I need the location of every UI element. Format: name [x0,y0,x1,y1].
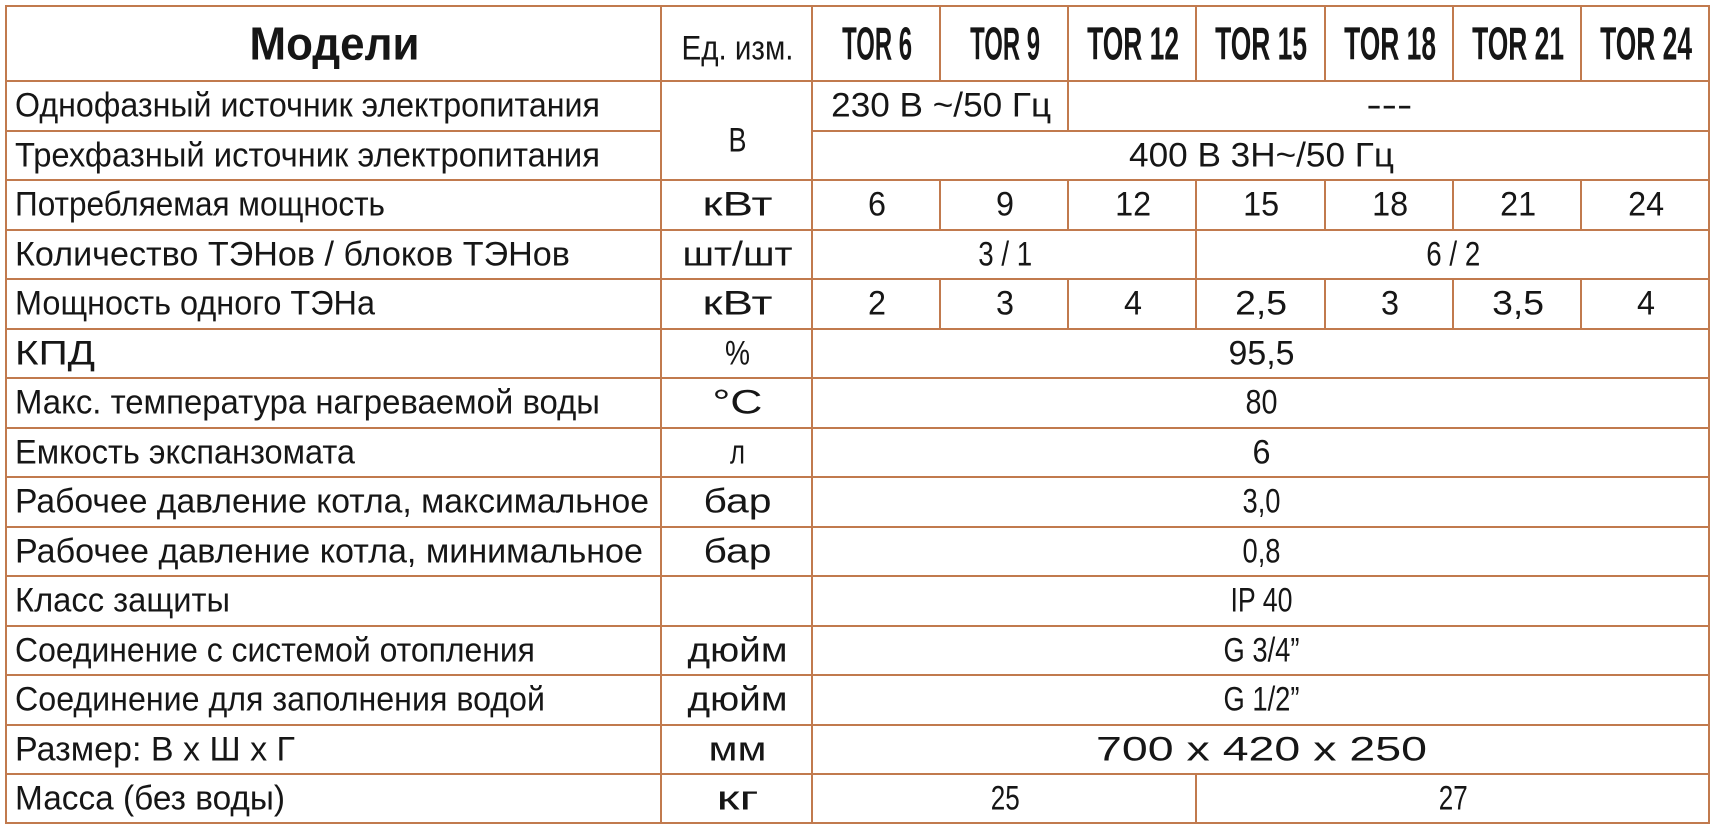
svg-text:Количество ТЭНов / блоков ТЭНо: Количество ТЭНов / блоков ТЭНов [15,235,570,273]
svg-text:3,5: 3,5 [1492,285,1544,323]
svg-text:27: 27 [1439,780,1468,818]
svg-text:°C: °C [713,384,763,422]
svg-text:бар: бар [704,483,772,521]
svg-text:18: 18 [1372,186,1408,224]
svg-text:Масса (без воды): Масса (без воды) [15,780,285,818]
svg-text:%: % [725,334,750,372]
svg-text:9: 9 [996,186,1014,224]
svg-text:6 / 2: 6 / 2 [1427,235,1481,273]
svg-text:TOR 18: TOR 18 [1344,18,1436,70]
svg-text:TOR 21: TOR 21 [1472,18,1564,70]
svg-text:230 В ~/50 Гц: 230 В ~/50 Гц [831,87,1051,125]
svg-text:Модели: Модели [250,18,420,70]
svg-text:6: 6 [1253,433,1271,471]
svg-text:2: 2 [868,285,886,323]
svg-text:TOR 15: TOR 15 [1215,18,1307,70]
svg-text:3: 3 [996,285,1014,323]
svg-text:15: 15 [1243,186,1279,224]
svg-text:IP 40: IP 40 [1231,582,1293,620]
svg-text:КПД: КПД [15,334,95,372]
svg-text:---: --- [1367,87,1413,125]
svg-text:TOR 24: TOR 24 [1600,18,1692,70]
svg-text:3,0: 3,0 [1243,483,1281,521]
svg-text:6: 6 [868,186,886,224]
svg-text:кВт: кВт [703,285,773,323]
svg-text:Соединение для заполнения водо: Соединение для заполнения водой [15,681,545,719]
svg-text:Рабочее давление котла, максим: Рабочее давление котла, максимальное [15,483,649,521]
svg-text:21: 21 [1500,186,1536,224]
svg-text:25: 25 [991,780,1020,818]
svg-text:G 3/4”: G 3/4” [1224,631,1300,669]
svg-text:Трехфазный источник электропит: Трехфазный источник электропитания [15,136,600,174]
svg-text:4: 4 [1637,285,1655,323]
svg-text:2,5: 2,5 [1235,285,1287,323]
svg-text:Класс защиты: Класс защиты [15,582,230,620]
svg-text:3: 3 [1381,285,1399,323]
svg-text:TOR 6: TOR 6 [842,18,912,70]
svg-text:TOR 9: TOR 9 [970,18,1040,70]
svg-text:Размер: В х Ш х Г: Размер: В х Ш х Г [15,730,295,768]
svg-text:700 x 420 x 250: 700 x 420 x 250 [1096,730,1427,768]
svg-text:шт/шт: шт/шт [683,235,793,273]
svg-text:мм: мм [709,730,767,768]
svg-text:24: 24 [1628,186,1664,224]
svg-text:дюйм: дюйм [688,681,788,719]
svg-text:кг: кг [717,780,759,818]
svg-text:G 1/2”: G 1/2” [1224,681,1300,719]
svg-text:3 / 1: 3 / 1 [978,235,1032,273]
svg-text:л: л [730,433,745,471]
svg-text:Макс. температура нагреваемой: Макс. температура нагреваемой воды [15,384,600,422]
svg-text:4: 4 [1124,285,1142,323]
svg-text:400 В 3Н~/50 Гц: 400 В 3Н~/50 Гц [1129,136,1394,174]
svg-text:95,5: 95,5 [1229,334,1295,372]
svg-text:Соединение с системой отоплени: Соединение с системой отопления [15,631,535,669]
svg-text:Однофазный источник электропит: Однофазный источник электропитания [15,87,600,125]
svg-text:В: В [729,121,747,159]
svg-text:Емкость экспанзомата: Емкость экспанзомата [15,433,355,471]
svg-text:бар: бар [704,532,772,570]
svg-text:дюйм: дюйм [688,631,788,669]
svg-text:Ед. изм.: Ед. изм. [682,30,794,68]
svg-text:Потребляемая мощность: Потребляемая мощность [15,186,385,224]
svg-text:Мощность одного ТЭНа: Мощность одного ТЭНа [15,285,375,323]
svg-text:кВт: кВт [703,186,773,224]
svg-text:12: 12 [1115,186,1151,224]
svg-text:0,8: 0,8 [1243,532,1281,570]
svg-text:TOR 12: TOR 12 [1087,18,1179,70]
svg-text:Рабочее давление котла, минима: Рабочее давление котла, минимальное [15,532,643,570]
svg-text:80: 80 [1246,384,1278,422]
